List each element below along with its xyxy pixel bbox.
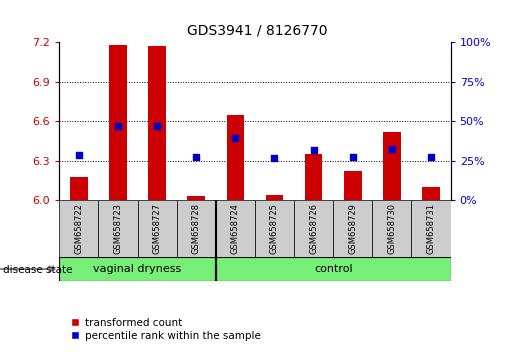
Text: GSM658726: GSM658726 <box>309 203 318 254</box>
Bar <box>148 46 166 200</box>
Text: GDS3941 / 8126770: GDS3941 / 8126770 <box>187 23 328 37</box>
Bar <box>187 196 205 200</box>
Point <box>310 147 318 153</box>
Point <box>231 135 239 141</box>
Point <box>270 155 279 161</box>
Bar <box>138 200 177 257</box>
Bar <box>227 115 244 200</box>
Point <box>192 154 200 160</box>
Legend: transformed count, percentile rank within the sample: transformed count, percentile rank withi… <box>67 314 265 345</box>
Bar <box>422 187 440 200</box>
Point <box>75 152 83 158</box>
Text: GSM658728: GSM658728 <box>192 203 201 254</box>
Text: GSM658723: GSM658723 <box>113 203 123 254</box>
Point <box>388 146 396 152</box>
Text: GSM658725: GSM658725 <box>270 203 279 254</box>
Bar <box>411 200 451 257</box>
Bar <box>216 200 255 257</box>
Bar <box>216 257 451 281</box>
Text: disease state: disease state <box>3 265 72 275</box>
Bar <box>344 171 362 200</box>
Point <box>153 123 161 129</box>
Text: GSM658731: GSM658731 <box>426 203 436 254</box>
Text: GSM658730: GSM658730 <box>387 203 397 254</box>
Text: GSM658727: GSM658727 <box>152 203 162 254</box>
Bar <box>98 200 138 257</box>
Bar <box>305 154 322 200</box>
Bar <box>109 45 127 200</box>
Bar <box>294 200 333 257</box>
Bar <box>177 200 216 257</box>
Text: GSM658729: GSM658729 <box>348 203 357 254</box>
Text: GSM658724: GSM658724 <box>231 203 240 254</box>
Bar <box>372 200 411 257</box>
Bar <box>70 177 88 200</box>
Text: vaginal dryness: vaginal dryness <box>93 264 182 274</box>
Point <box>349 154 357 160</box>
Bar <box>333 200 372 257</box>
Bar <box>266 195 283 200</box>
Bar <box>383 132 401 200</box>
Point <box>427 154 435 160</box>
Bar <box>255 200 294 257</box>
Text: GSM658722: GSM658722 <box>74 203 83 254</box>
Text: control: control <box>314 264 352 274</box>
Point <box>114 123 122 129</box>
Bar <box>59 257 216 281</box>
Bar <box>59 200 98 257</box>
